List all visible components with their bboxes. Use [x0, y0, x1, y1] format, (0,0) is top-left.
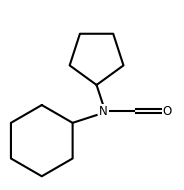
Text: N: N: [99, 105, 107, 118]
Text: O: O: [162, 105, 171, 118]
